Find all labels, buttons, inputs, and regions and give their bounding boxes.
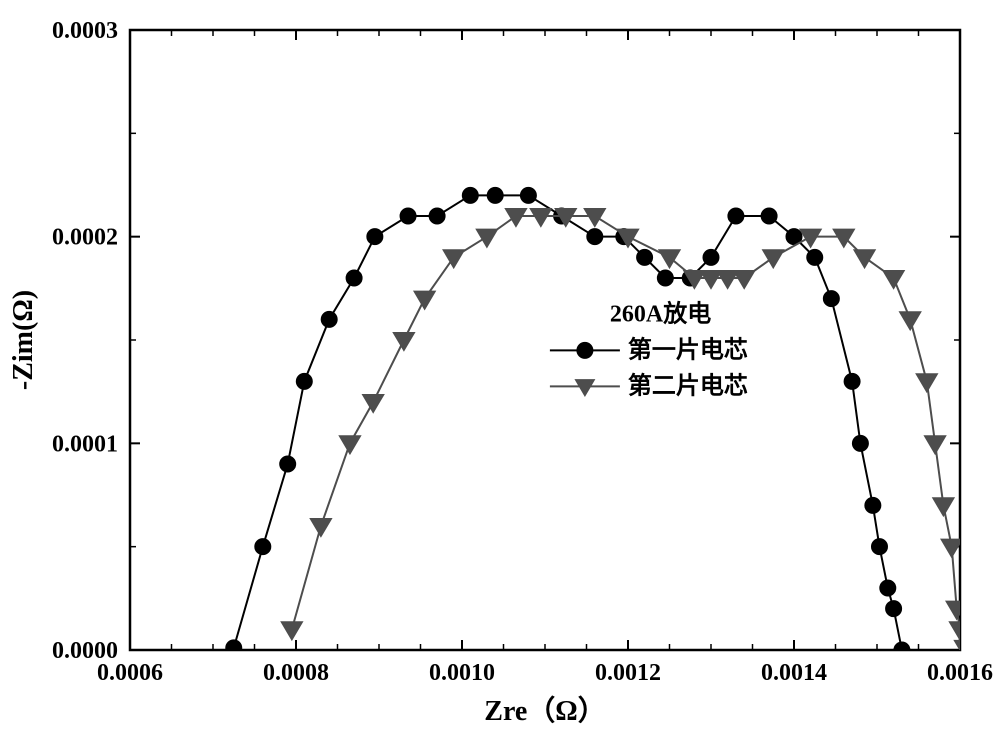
marker-circle [587, 229, 603, 245]
marker-circle [844, 373, 860, 389]
marker-circle [637, 249, 653, 265]
marker-circle [255, 539, 271, 555]
marker-circle [865, 497, 881, 513]
marker-triangle-down [575, 380, 594, 396]
marker-circle [367, 229, 383, 245]
series-0 [226, 187, 910, 658]
marker-triangle-down [933, 498, 955, 516]
x-axis-label: Zre（Ω） [484, 694, 605, 727]
marker-circle [400, 208, 416, 224]
y-tick-label: 0.0002 [52, 225, 118, 251]
marker-circle [226, 640, 242, 656]
marker-triangle-down [854, 250, 876, 268]
marker-circle [462, 187, 478, 203]
series-line [234, 195, 902, 650]
marker-circle [429, 208, 445, 224]
plot-border [130, 30, 960, 650]
marker-circle [520, 187, 536, 203]
marker-circle [728, 208, 744, 224]
marker-triangle-down [899, 312, 921, 330]
marker-triangle-down [949, 622, 971, 640]
marker-triangle-down [505, 208, 527, 226]
chart-container: 0.00060.00080.00100.00120.00140.00160.00… [0, 0, 1000, 740]
marker-circle [321, 311, 337, 327]
marker-triangle-down [281, 622, 303, 640]
marker-circle [703, 249, 719, 265]
marker-circle [894, 642, 910, 658]
marker-triangle-down [310, 518, 332, 536]
y-tick-label: 0.0003 [52, 18, 118, 44]
x-tick-label: 0.0016 [927, 660, 993, 686]
y-tick-label: 0.0001 [52, 431, 118, 457]
marker-triangle-down [414, 291, 436, 309]
marker-triangle-down [946, 601, 968, 619]
marker-circle [886, 601, 902, 617]
marker-triangle-down [584, 208, 606, 226]
marker-triangle-down [362, 394, 384, 412]
marker-circle [871, 539, 887, 555]
marker-circle [280, 456, 296, 472]
y-axis-label: -Zim(Ω) [8, 290, 39, 390]
marker-triangle-down [443, 250, 465, 268]
marker-circle [577, 342, 593, 358]
x-tick-label: 0.0014 [761, 660, 827, 686]
marker-circle [880, 580, 896, 596]
marker-circle [807, 249, 823, 265]
marker-triangle-down [733, 270, 755, 288]
legend-title: 260A放电 [610, 299, 711, 327]
legend-item-label: 第二片电芯 [628, 371, 748, 399]
marker-triangle-down [924, 436, 946, 454]
marker-triangle-down [393, 332, 415, 350]
x-tick-label: 0.0012 [595, 660, 661, 686]
marker-triangle-down [530, 208, 552, 226]
marker-circle [657, 270, 673, 286]
legend-item-label: 第一片电芯 [628, 335, 748, 363]
marker-circle [823, 291, 839, 307]
marker-triangle-down [883, 270, 905, 288]
marker-circle [346, 270, 362, 286]
marker-triangle-down [659, 250, 681, 268]
marker-triangle-down [476, 229, 498, 247]
marker-triangle-down [916, 374, 938, 392]
marker-circle [852, 435, 868, 451]
series-1 [281, 208, 976, 658]
y-tick-label: 0.0000 [52, 638, 118, 664]
x-tick-label: 0.0008 [263, 660, 329, 686]
x-tick-label: 0.0010 [429, 660, 495, 686]
series-line [292, 216, 965, 648]
marker-triangle-down [762, 250, 784, 268]
marker-triangle-down [339, 436, 361, 454]
marker-circle [296, 373, 312, 389]
marker-circle [487, 187, 503, 203]
chart-svg: 0.00060.00080.00100.00120.00140.00160.00… [0, 0, 1000, 740]
marker-circle [761, 208, 777, 224]
